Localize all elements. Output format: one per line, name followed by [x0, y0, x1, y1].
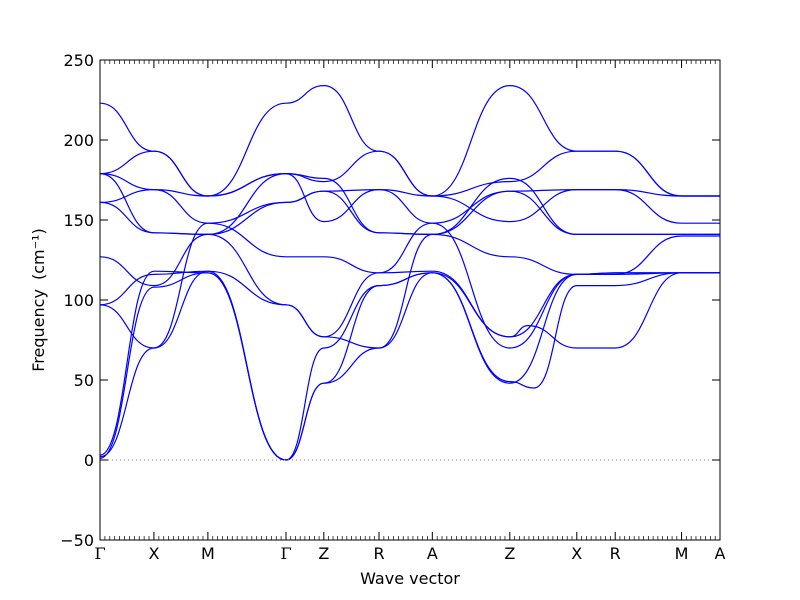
x-tick-label: X: [571, 544, 582, 563]
minor-ticks-layer: [104, 60, 716, 540]
y-tick-label: −50: [60, 531, 94, 550]
y-tick-label: 50: [74, 371, 94, 390]
band-9: [99, 173, 720, 236]
x-tick-label: A: [427, 544, 438, 563]
y-axis-label: Frequency (cm⁻¹): [29, 228, 48, 371]
y-tick-label: 0: [84, 451, 94, 470]
x-tick-label: Γ: [280, 544, 291, 563]
x-tick-label: X: [148, 544, 159, 563]
x-tick-label: M: [201, 544, 215, 563]
x-tick-label: Z: [504, 544, 515, 563]
band-7: [99, 190, 720, 236]
band-6: [99, 233, 720, 349]
x-axis-label: Wave vector: [360, 569, 460, 588]
y-tick-label: 100: [63, 291, 94, 310]
y-axis-ticks: −50 0 50 100 150 200 250: [60, 51, 720, 550]
x-tick-label: R: [610, 544, 621, 563]
x-tick-label: Z: [318, 544, 329, 563]
x-tick-label: A: [715, 544, 726, 563]
y-tick-label: 200: [63, 131, 94, 150]
band-1: [99, 272, 720, 461]
y-axis-label-unit: (cm⁻¹): [29, 228, 48, 280]
band-5: [99, 270, 720, 338]
x-tick-label: Γ: [94, 544, 105, 563]
band-12: [99, 85, 720, 197]
x-tick-label: M: [675, 544, 689, 563]
y-axis-label-text: Frequency: [29, 289, 48, 372]
bands-layer: [99, 85, 720, 461]
x-tick-label: R: [373, 544, 384, 563]
y-tick-label: 150: [63, 211, 94, 230]
y-tick-label: 250: [63, 51, 94, 70]
